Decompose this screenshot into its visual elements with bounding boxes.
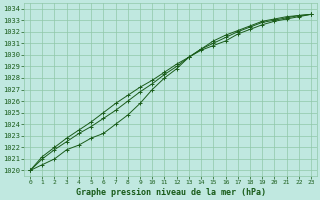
X-axis label: Graphe pression niveau de la mer (hPa): Graphe pression niveau de la mer (hPa): [76, 188, 266, 197]
